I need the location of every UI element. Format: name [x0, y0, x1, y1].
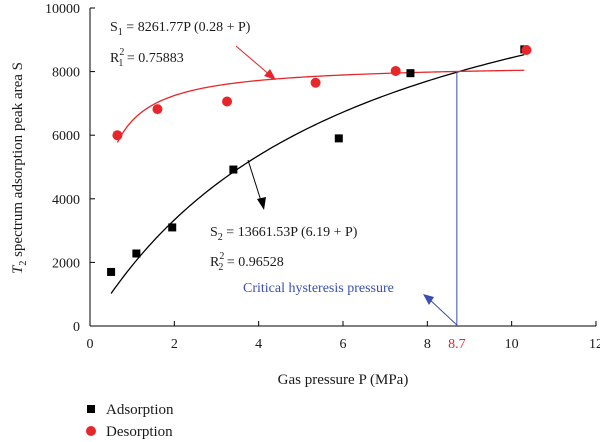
y-tick-label: 8000	[52, 66, 80, 81]
adsorption-fit-curve	[110, 54, 525, 294]
axes: 0 2 4 6 8 10 12 0 2000 4000 6000 8000 10000	[45, 2, 600, 352]
adsorption-point	[229, 165, 238, 174]
fit-curves	[110, 54, 525, 294]
legend: Adsorption Desorption	[86, 402, 174, 440]
data-markers	[107, 44, 532, 276]
desorption-point	[222, 96, 233, 107]
desorption-equation: S1 = 8261.77P (0.28 + P) R2 1 = 0.75883	[110, 20, 276, 80]
critical-arrow	[427, 297, 458, 326]
adsorption-point	[107, 267, 116, 276]
desorption-point	[152, 104, 163, 115]
y-tick-label: 6000	[52, 129, 80, 144]
r2-equation: R2 2 = 0.96528	[210, 251, 284, 273]
desorption-point	[521, 44, 532, 55]
r1-equation: R2 1 = 0.75883	[110, 47, 184, 69]
adsorption-equation-arrowhead	[257, 197, 266, 210]
x-tick-label: 4	[255, 337, 262, 352]
legend-label-desorption: Desorption	[106, 424, 173, 440]
y-tick-label: 0	[73, 320, 80, 335]
desorption-equation-arrow	[235, 45, 272, 77]
adsorption-equation-arrow	[247, 159, 263, 205]
x-axis-label: Gas pressure P (MPa)	[278, 372, 409, 388]
adsorption-point	[132, 249, 141, 258]
x-tick-label: 0	[87, 337, 94, 352]
legend-item-adsorption: Adsorption	[87, 402, 174, 418]
x-ticks: 0 2 4 6 8 10 12	[87, 321, 600, 352]
critical-x-value: 8.7	[448, 337, 466, 352]
adsorption-equation: S2 = 13661.53P (6.19 + P) R2 2 = 0.96528	[210, 159, 358, 273]
adsorption-point	[406, 69, 415, 78]
desorption-fit-curve	[116, 69, 525, 143]
legend-label-adsorption: Adsorption	[106, 402, 174, 418]
y-tick-label: 10000	[45, 2, 80, 17]
y-ticks: 0 2000 4000 6000 8000 10000	[45, 2, 95, 335]
desorption-point	[310, 77, 321, 88]
desorption-equation-arrowhead	[264, 69, 276, 80]
y-tick-label: 4000	[52, 193, 80, 208]
x-tick-label: 8	[424, 337, 431, 352]
s1-equation: S1 = 8261.77P (0.28 + P)	[110, 20, 251, 38]
legend-item-desorption: Desorption	[86, 424, 173, 440]
critical-label: Critical hysteresis pressure	[243, 281, 394, 296]
x-tick-label: 10	[505, 337, 519, 352]
x-tick-label: 12	[589, 337, 600, 352]
desorption-point	[112, 130, 123, 141]
x-tick-label: 6	[340, 337, 347, 352]
y-tick-label: 2000	[52, 256, 80, 271]
x-tick-label: 2	[171, 337, 178, 352]
legend-square-marker	[87, 405, 95, 413]
adsorption-point	[168, 223, 177, 232]
desorption-point	[390, 65, 401, 76]
adsorption-point	[334, 134, 343, 143]
critical-pressure-marker: Critical hysteresis pressure 8.7	[243, 71, 466, 352]
s2-equation: S2 = 13661.53P (6.19 + P)	[210, 225, 358, 243]
y-axis-label: T2 spectrum adsorption peak area S	[10, 62, 29, 274]
legend-circle-marker	[86, 426, 96, 436]
critical-arrowhead	[423, 294, 434, 305]
